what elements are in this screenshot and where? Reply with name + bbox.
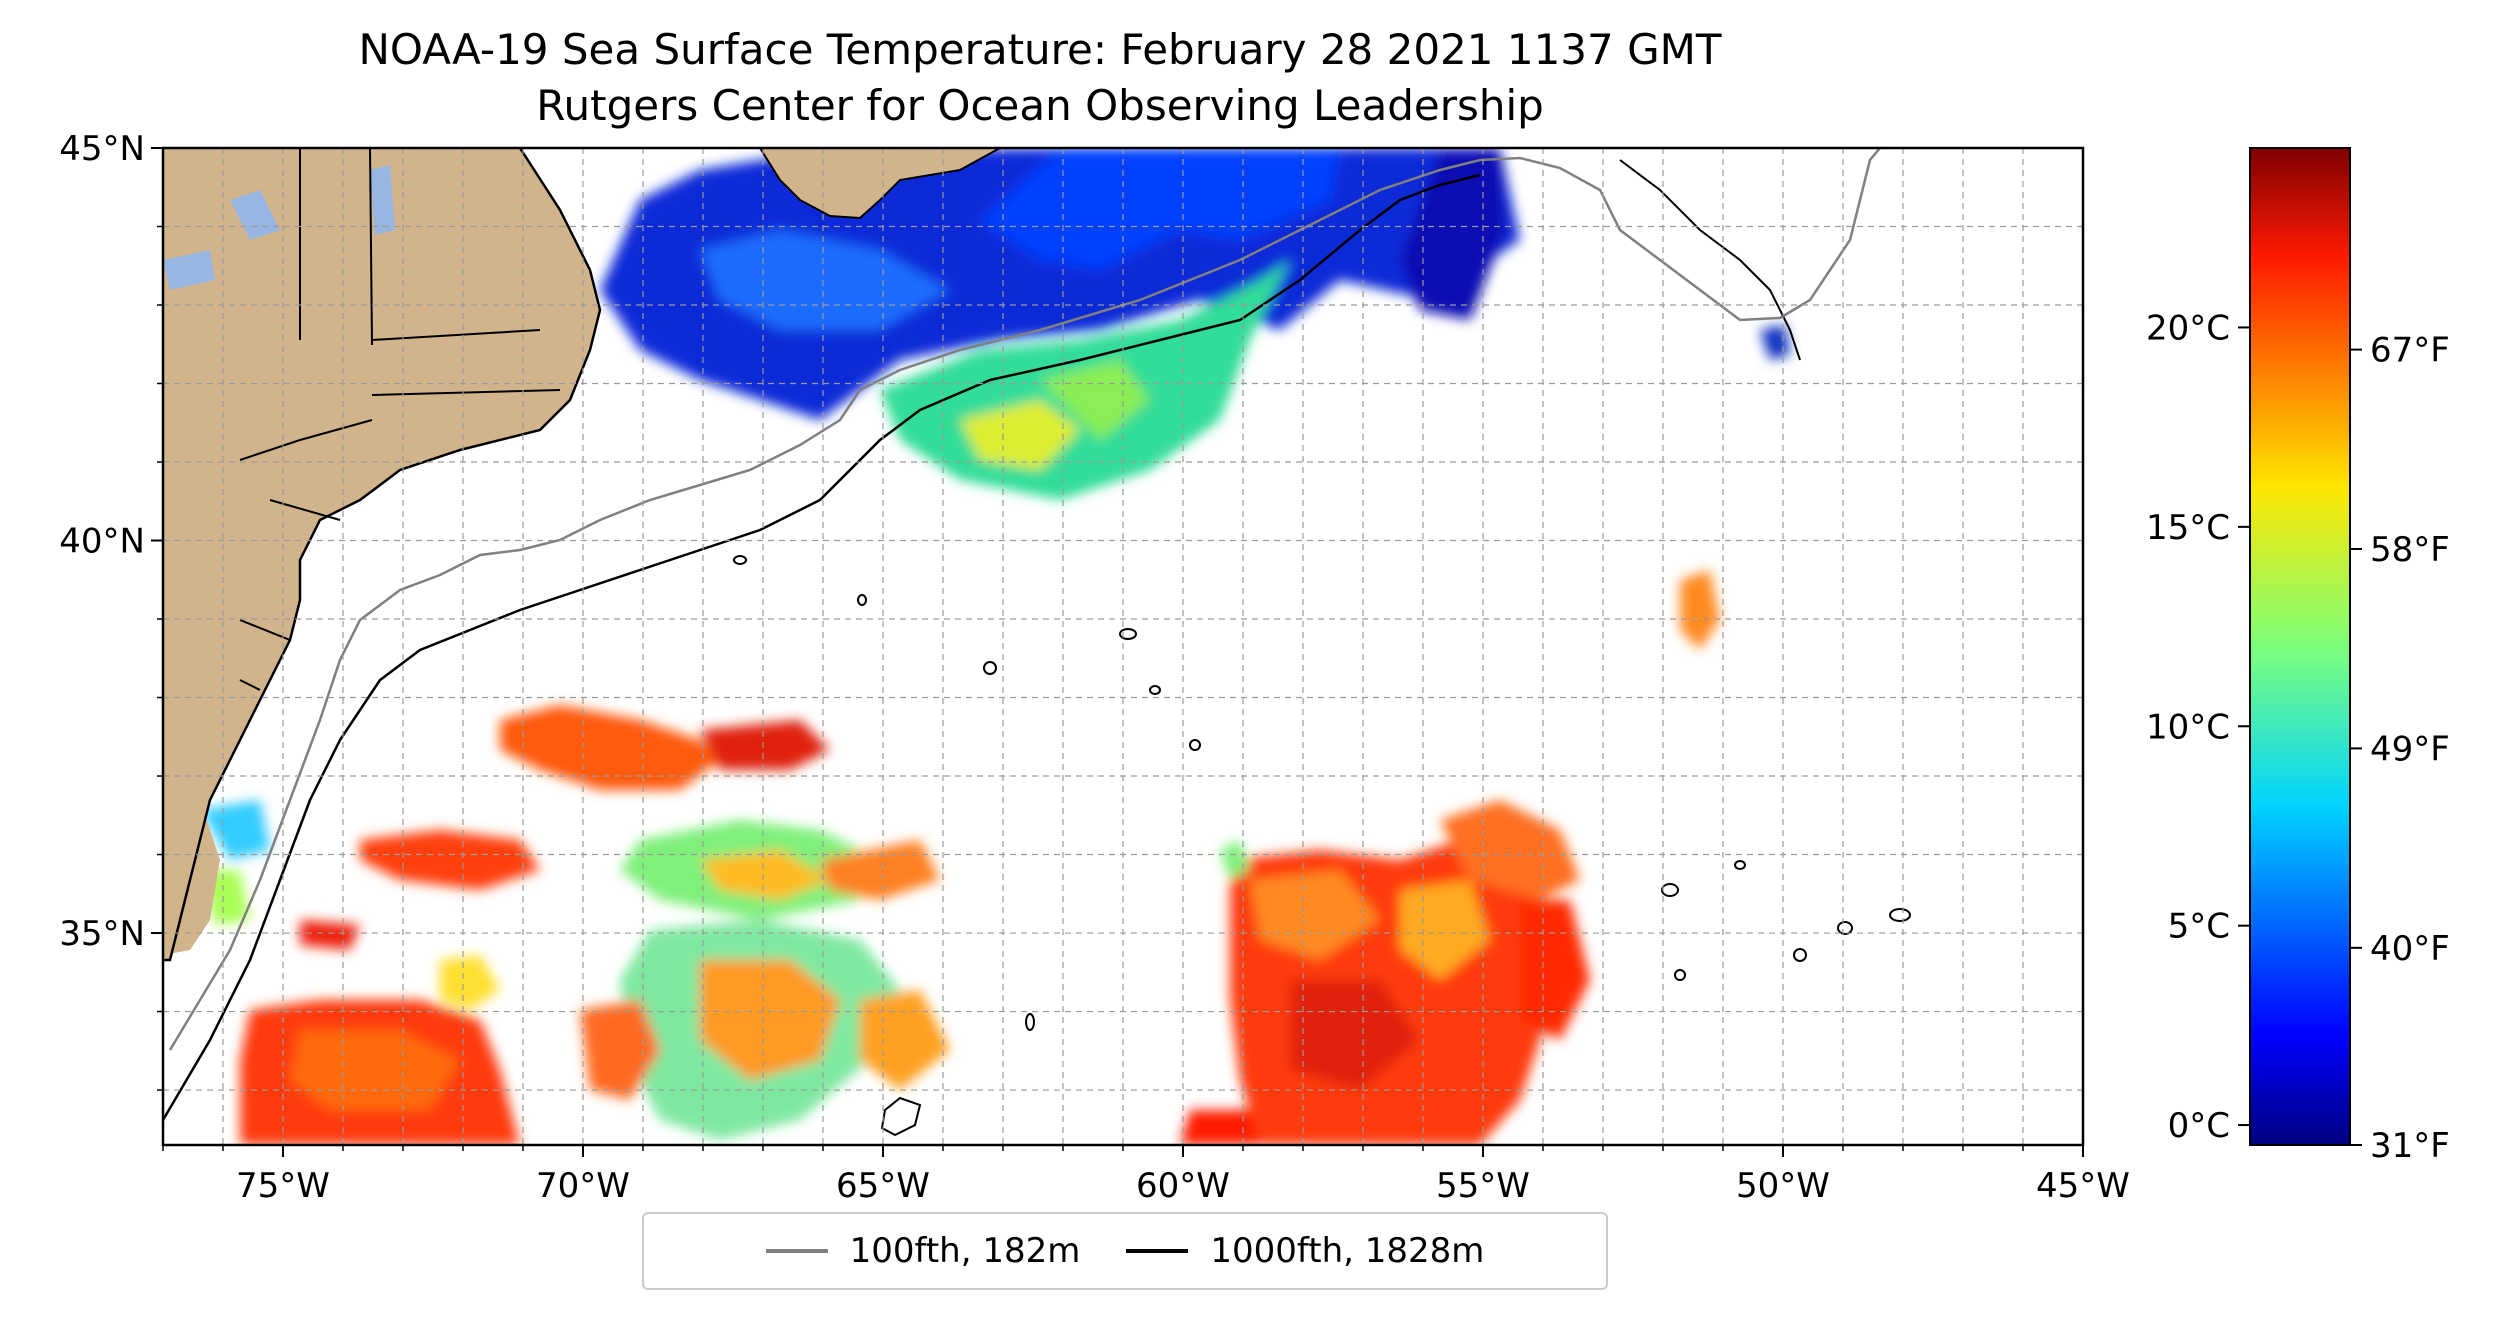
title-line-2: Rutgers Center for Ocean Observing Leade… xyxy=(536,81,1544,130)
gridlines xyxy=(163,148,2083,1145)
lon-tick-label: 55°W xyxy=(1436,1166,1530,1206)
lon-tick-label: 60°W xyxy=(1136,1166,1230,1206)
legend-item-1000fth: 1000fth, 1828m xyxy=(1126,1231,1484,1271)
map-plot-area xyxy=(163,148,2083,1145)
legend-line-1000fth xyxy=(1126,1249,1189,1253)
legend-line-100fth xyxy=(765,1249,828,1253)
lon-tick-label: 45°W xyxy=(2036,1166,2130,1206)
fahrenheit-tick-label: 40°F xyxy=(2370,929,2450,969)
celsius-tick-label: 15°C xyxy=(2146,508,2230,548)
lon-tick-label: 75°W xyxy=(236,1166,330,1206)
celsius-tick-label: 0°C xyxy=(2168,1106,2230,1146)
lon-tick-label: 50°W xyxy=(1736,1166,1830,1206)
legend-item-100fth: 100fth, 182m xyxy=(765,1231,1081,1271)
land-layer xyxy=(163,148,1001,962)
colorbar-celsius-ticks: 0°C 5°C 10°C 15°C 20°C xyxy=(2146,308,2250,1146)
colorbar: 0°C 5°C 10°C 15°C 20°C 31°F 40°F 49°F 58°F 67°F xyxy=(2146,147,2450,1166)
celsius-tick-label: 10°C xyxy=(2146,707,2230,747)
lon-tick-label: 65°W xyxy=(836,1166,930,1206)
colorbar-gradient xyxy=(2249,147,2351,1146)
lat-tick-label: 40°N xyxy=(59,522,145,562)
fahrenheit-tick-label: 58°F xyxy=(2370,530,2450,570)
lat-axis: 45°N 40°N 35°N xyxy=(59,129,163,1091)
lat-tick-label: 35°N xyxy=(59,914,145,954)
fahrenheit-tick-label: 67°F xyxy=(2370,331,2450,371)
bathymetry-contours xyxy=(163,148,1911,1137)
lon-tick-label: 70°W xyxy=(536,1166,630,1206)
contour-1000fth xyxy=(163,173,1481,1121)
legend-label-1000fth: 1000fth, 1828m xyxy=(1210,1231,1485,1271)
legend-label-100fth: 100fth, 182m xyxy=(849,1231,1081,1271)
colorbar-fahrenheit-ticks: 31°F 40°F 49°F 58°F 67°F xyxy=(2350,331,2450,1166)
lon-axis: 75°W 70°W 65°W 60°W 55°W 50°W 45°W xyxy=(162,1145,2130,1206)
contour-100fth xyxy=(168,148,1881,1051)
sst-data-layer xyxy=(200,148,1790,1145)
lat-tick-label: 45°N xyxy=(59,129,145,169)
fahrenheit-tick-label: 31°F xyxy=(2370,1126,2450,1166)
celsius-tick-label: 20°C xyxy=(2146,308,2230,348)
celsius-tick-label: 5°C xyxy=(2168,907,2230,947)
title-line-1: NOAA-19 Sea Surface Temperature: Februar… xyxy=(358,25,1722,74)
fahrenheit-tick-label: 49°F xyxy=(2370,729,2450,769)
map-title: NOAA-19 Sea Surface Temperature: Februar… xyxy=(160,22,1920,134)
bathymetry-legend: 100fth, 182m 1000fth, 1828m xyxy=(642,1212,1608,1290)
